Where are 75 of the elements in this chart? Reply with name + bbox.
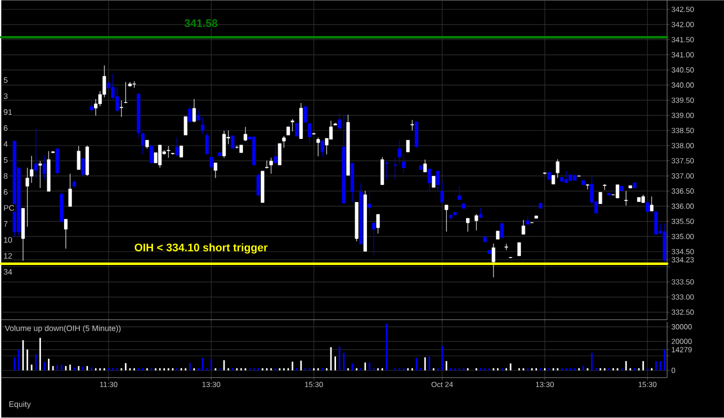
candlestick bbox=[517, 242, 521, 256]
candlestick bbox=[402, 154, 406, 174]
candlestick bbox=[654, 212, 658, 235]
candlestick bbox=[393, 158, 397, 180]
candlestick bbox=[338, 113, 342, 129]
candlestick bbox=[166, 146, 170, 158]
candlestick bbox=[269, 158, 273, 174]
candlestick bbox=[184, 116, 188, 136]
candlestick bbox=[115, 87, 119, 113]
ref-line-label: OIH < 334.10 short trigger bbox=[134, 244, 268, 254]
candlestick bbox=[158, 144, 162, 168]
candlestick bbox=[256, 174, 260, 196]
candlestick bbox=[68, 174, 72, 208]
candlestick bbox=[222, 130, 226, 158]
candlestick bbox=[304, 106, 308, 123]
candlestick bbox=[616, 184, 620, 199]
candlestick bbox=[492, 243, 496, 278]
candlestick bbox=[500, 223, 504, 238]
candlestick bbox=[26, 168, 30, 228]
candlestick bbox=[188, 106, 192, 123]
candlestick bbox=[295, 123, 298, 137]
candlestick bbox=[76, 146, 80, 170]
candlestick bbox=[64, 219, 68, 250]
candlestick bbox=[384, 160, 388, 180]
candlestick bbox=[440, 182, 444, 203]
candlestick bbox=[290, 118, 294, 132]
candlestick bbox=[90, 98, 94, 113]
candlestick bbox=[196, 110, 200, 122]
candlestick bbox=[586, 184, 590, 190]
candlestick bbox=[278, 144, 282, 166]
candlestick bbox=[30, 156, 34, 184]
candlestick bbox=[150, 146, 154, 164]
candlestick bbox=[406, 140, 410, 152]
candlestick bbox=[423, 159, 427, 172]
candlestick bbox=[38, 160, 42, 189]
candlestick bbox=[175, 137, 179, 156]
candlestick bbox=[141, 132, 145, 155]
candlestick bbox=[398, 140, 402, 165]
candlestick bbox=[368, 190, 372, 216]
candlestick bbox=[320, 140, 324, 158]
candlestick bbox=[372, 221, 376, 256]
candlestick bbox=[478, 208, 482, 218]
candlestick bbox=[42, 155, 46, 180]
candlestick bbox=[209, 156, 213, 172]
candlestick bbox=[444, 204, 448, 232]
candlestick bbox=[646, 202, 650, 212]
candlestick bbox=[200, 117, 204, 135]
candlestick bbox=[81, 158, 85, 176]
candlestick bbox=[192, 98, 196, 123]
candlestick bbox=[650, 196, 654, 212]
candlestick bbox=[316, 137, 320, 157]
candlestick bbox=[230, 134, 234, 149]
candlestick bbox=[282, 136, 286, 148]
candlestick bbox=[410, 120, 414, 131]
candlestick bbox=[376, 214, 380, 234]
candlestick bbox=[436, 170, 440, 192]
candlestick bbox=[180, 146, 184, 158]
candlestick bbox=[120, 100, 124, 118]
candlestick bbox=[34, 128, 38, 179]
candlestick bbox=[205, 132, 209, 156]
candlestick bbox=[308, 123, 312, 144]
ref-line-label: 341.58 bbox=[184, 20, 218, 28]
candlestick bbox=[466, 218, 470, 232]
candlestick bbox=[522, 220, 526, 235]
candlestick bbox=[124, 82, 128, 104]
candlestick bbox=[214, 162, 218, 179]
candlestick bbox=[244, 126, 248, 142]
candlestick bbox=[428, 168, 432, 192]
candlestick bbox=[556, 159, 560, 179]
candlestick bbox=[274, 144, 278, 164]
candlestick bbox=[458, 186, 462, 200]
candlestick bbox=[432, 176, 436, 188]
candlestick bbox=[474, 214, 478, 231]
candlestick bbox=[624, 190, 628, 206]
candlestick bbox=[598, 192, 602, 204]
